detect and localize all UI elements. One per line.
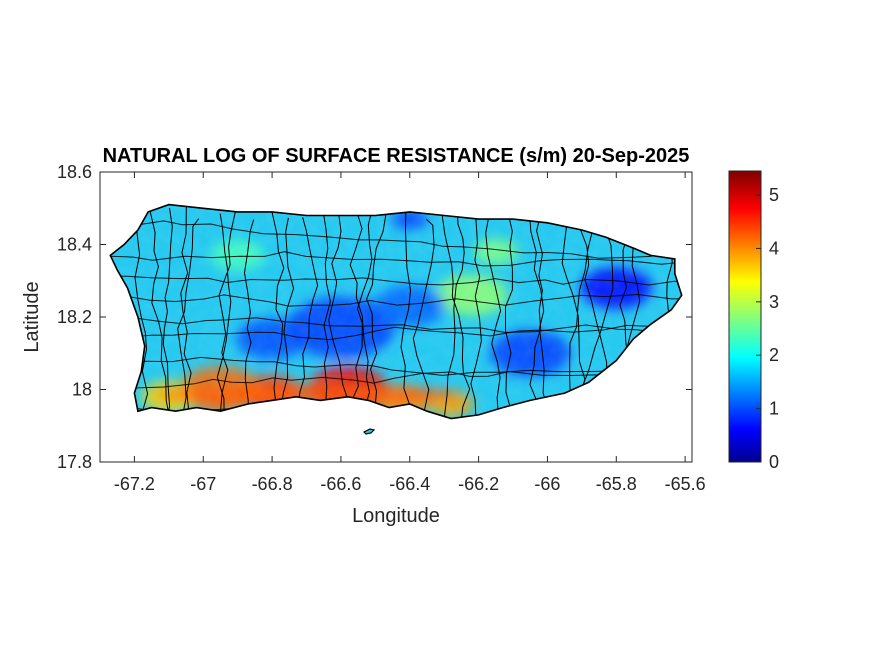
- x-tick-label: -66.2: [458, 474, 499, 494]
- colorbar-tick-label: 1: [769, 399, 779, 419]
- municipality-line: [243, 219, 255, 419]
- colorbar-tick-label: 2: [769, 345, 779, 365]
- municipality-line: [134, 206, 149, 419]
- municipality-line: [110, 324, 682, 341]
- colorbar-tick-label: 3: [769, 292, 779, 312]
- chart-title: NATURAL LOG OF SURFACE RESISTANCE (s/m) …: [103, 145, 690, 167]
- municipality-line: [110, 293, 682, 307]
- municipality-line: [505, 204, 520, 419]
- small-island: [362, 428, 376, 435]
- municipality-line: [161, 207, 173, 419]
- municipality-line: [177, 218, 200, 419]
- y-tick-label: 18.4: [57, 235, 92, 255]
- colorbar: [728, 170, 762, 463]
- municipality-line: [180, 205, 192, 419]
- x-tick-label: -66.6: [320, 474, 361, 494]
- colorbar-ticks: 0 1 2 3 4 5: [756, 185, 779, 472]
- x-axis: -67.2 -67 -66.8 -66.6 -66.4 -66.2 -66 -65.8 -65.…: [114, 172, 706, 494]
- x-tick-label: -65.8: [596, 474, 637, 494]
- x-tick-label: -66.8: [252, 474, 293, 494]
- municipality-line: [110, 220, 682, 259]
- municipality-line: [110, 316, 682, 341]
- y-tick-label: 18: [72, 380, 92, 400]
- y-axis: 17.8 18 18.2 18.4 18.6: [57, 162, 692, 472]
- municipality-line: [412, 218, 435, 419]
- municipality-line: [296, 217, 319, 419]
- municipality-line: [485, 217, 502, 419]
- y-tick-label: 17.8: [57, 452, 92, 472]
- x-tick-label: -65.6: [665, 474, 706, 494]
- municipality-line: [349, 209, 371, 419]
- x-axis-label: Longitude: [352, 505, 440, 527]
- colorbar-tick-label: 0: [769, 452, 779, 472]
- municipality-line: [270, 206, 285, 419]
- y-tick-label: 18.2: [57, 307, 92, 327]
- x-tick-label: -67.2: [114, 474, 155, 494]
- municipality-line: [441, 213, 471, 419]
- municipality-line: [110, 275, 682, 286]
- municipality-line: [278, 217, 295, 419]
- municipality-line: [110, 251, 682, 267]
- x-tick-label: -66.4: [389, 474, 430, 494]
- x-tick-label: -66: [534, 474, 560, 494]
- municipality-line: [470, 204, 482, 419]
- colorbar-tick-label: 4: [769, 238, 779, 258]
- y-axis-label: Latitude: [21, 281, 43, 352]
- colorbar-tick-label: 5: [769, 185, 779, 205]
- y-tick-label: 18.6: [57, 162, 92, 182]
- municipality-line: [216, 213, 232, 419]
- municipality-line: [529, 209, 543, 419]
- x-tick-label: -67: [190, 474, 216, 494]
- municipality-line: [215, 209, 237, 419]
- municipality-line: [443, 215, 465, 419]
